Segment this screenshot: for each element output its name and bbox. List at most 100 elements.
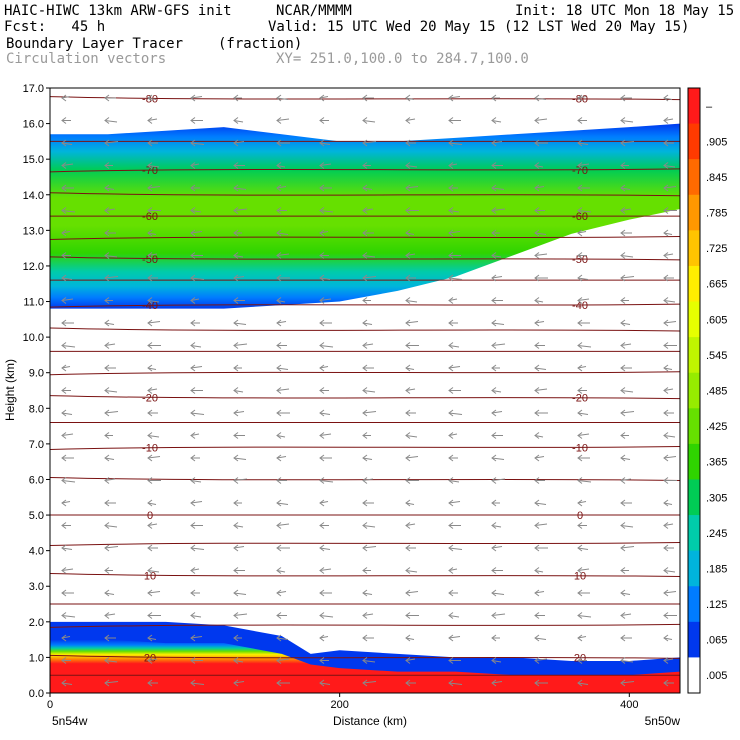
circulation-vector [448, 499, 461, 507]
circulation-vector [620, 657, 634, 664]
circulation-vector [448, 589, 458, 597]
circulation-vector [405, 657, 416, 664]
circulation-vector [362, 432, 371, 439]
y-tick-label: 9.0 [29, 368, 44, 380]
circulation-vector [577, 319, 590, 327]
colorbar-label: .185 [706, 563, 727, 575]
vectors-label: Circulation vectors [6, 51, 167, 67]
colorbar-swatch [688, 621, 700, 658]
circulation-vector [362, 139, 377, 147]
colorbar-swatch [688, 301, 700, 338]
circulation-vector [405, 207, 419, 214]
circulation-vector [276, 94, 289, 102]
colorbar-label: .005 [706, 670, 727, 682]
isotherm-label: 0 [147, 510, 153, 522]
circulation-vector [319, 567, 332, 574]
circulation-vector [663, 184, 677, 192]
circulation-vector [276, 589, 287, 597]
circulation-vector [104, 274, 119, 282]
circulation-vector [491, 319, 505, 327]
circulation-vector [663, 522, 674, 529]
circulation-vector [233, 499, 242, 507]
circulation-vector [534, 252, 548, 259]
circulation-vector [405, 139, 416, 147]
circulation-vector [577, 499, 587, 507]
circulation-vector [61, 522, 71, 529]
circulation-vector [104, 139, 119, 147]
circulation-vector [61, 297, 74, 304]
circulation-vector [190, 477, 202, 484]
circulation-vector [233, 544, 245, 552]
circulation-vector [491, 342, 506, 349]
circulation-vector [319, 679, 331, 687]
circulation-vector [362, 657, 376, 664]
circulation-vector [620, 387, 634, 394]
circulation-vector [362, 477, 374, 484]
circulation-vector [276, 409, 290, 417]
circulation-vector [577, 567, 590, 574]
circulation-vector [319, 634, 329, 642]
circulation-vector [233, 589, 247, 597]
circulation-vector [233, 409, 245, 417]
circulation-vector [534, 432, 544, 439]
circulation-vector [534, 207, 545, 214]
circulation-vector [147, 499, 157, 507]
circulation-vector [362, 387, 376, 394]
circulation-vector [104, 522, 118, 529]
circulation-vector [362, 544, 377, 552]
circulation-vector [577, 387, 587, 394]
circulation-vector [663, 409, 674, 417]
circulation-vector [448, 522, 461, 529]
circulation-vector [276, 162, 286, 169]
circulation-vector [362, 342, 374, 349]
circulation-vector [663, 274, 674, 282]
x-tick-label: 200 [330, 699, 348, 711]
colorbar-swatch [688, 550, 700, 587]
circulation-vector [61, 207, 76, 214]
circulation-vector [577, 589, 590, 597]
circulation-vector [233, 229, 242, 237]
circulation-vector [620, 679, 635, 687]
circulation-vector [448, 634, 461, 642]
circulation-vector [448, 612, 460, 619]
circulation-vector [534, 657, 548, 664]
circulation-vector [190, 94, 203, 102]
colorbar-label: .125 [706, 599, 727, 611]
circulation-vector [577, 477, 592, 484]
circulation-vector [276, 364, 289, 372]
circulation-vector [405, 94, 415, 102]
circulation-vector [233, 432, 245, 439]
isotherm-line [50, 303, 680, 308]
circulation-vector [577, 139, 589, 147]
circulation-vector [319, 274, 331, 282]
circulation-vector [405, 319, 419, 327]
circulation-vector [147, 229, 157, 237]
circulation-vector [276, 207, 287, 214]
circulation-vector [448, 679, 463, 687]
y-tick-label: 13.0 [23, 225, 44, 237]
colorbar-swatch [688, 586, 700, 623]
circulation-vector [190, 387, 203, 394]
y-tick-label: 3.0 [29, 581, 44, 593]
circulation-vector [147, 432, 160, 439]
circulation-vector [319, 364, 329, 372]
init-time: Init: 18 UTC Mon 18 May 15 [515, 3, 735, 19]
circulation-vector [663, 477, 677, 484]
circulation-vector [663, 589, 677, 597]
isotherm-line [50, 395, 680, 400]
circulation-vector [233, 319, 247, 327]
circulation-vector [663, 612, 677, 619]
circulation-vector [577, 184, 590, 192]
circulation-vector [190, 544, 205, 552]
circulation-vector [577, 612, 592, 619]
circulation-vector [104, 454, 115, 462]
circulation-vector [319, 297, 332, 304]
circulation-vector [577, 117, 587, 124]
circulation-vector [61, 387, 71, 394]
circulation-vector [663, 499, 673, 507]
valid-time: Valid: 15 UTC Wed 20 May 15 (12 LST Wed … [268, 19, 690, 35]
circulation-vector [362, 567, 371, 574]
circulation-vector [620, 229, 632, 237]
circulation-vector [620, 499, 632, 507]
